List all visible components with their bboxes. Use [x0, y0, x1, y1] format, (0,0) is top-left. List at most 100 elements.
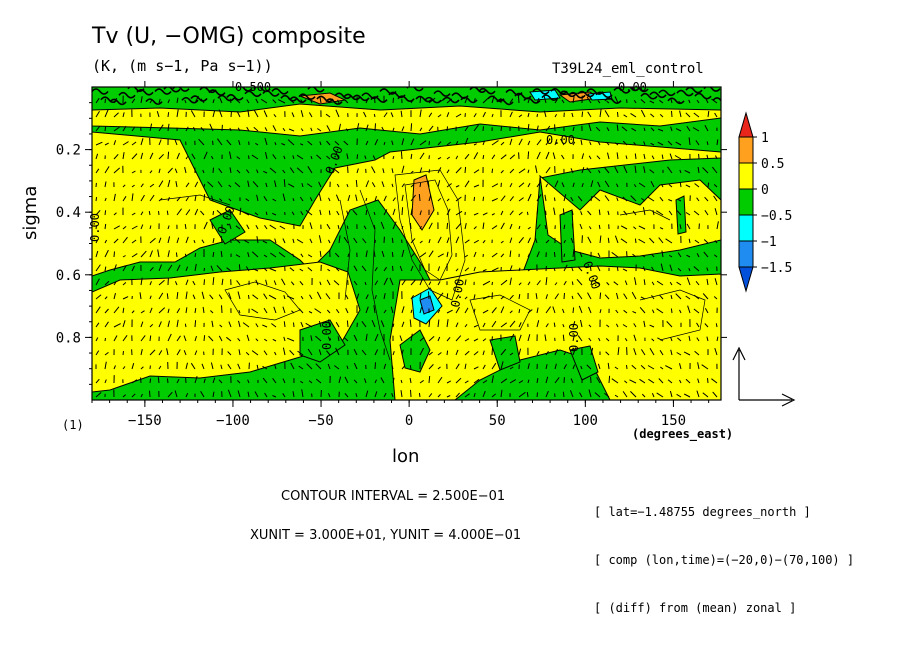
wind-vector — [122, 236, 128, 244]
wind-vector — [446, 156, 450, 160]
wind-vector — [668, 210, 673, 216]
wind-vector — [95, 392, 102, 398]
wind-vector — [166, 378, 169, 384]
wind-vector — [696, 253, 700, 258]
footnote-marker: (1) — [62, 418, 84, 432]
wind-vector — [401, 194, 404, 202]
wind-vector — [660, 366, 664, 370]
wind-vector — [577, 266, 583, 272]
wind-vector — [140, 250, 147, 258]
wind-vector — [365, 124, 369, 132]
wind-vector — [269, 224, 277, 230]
wind-vector — [657, 337, 664, 342]
wind-vector — [491, 393, 497, 398]
wind-vector — [122, 255, 126, 258]
wind-vector — [122, 296, 129, 300]
wind-vector — [346, 184, 349, 188]
wind-vector — [287, 98, 295, 104]
upper-contour-squiggle — [676, 89, 694, 97]
wind-vector — [391, 365, 394, 370]
info-line: [ comp (lon,time)=(−20,0)−(70,100) ] — [594, 553, 855, 567]
wind-vector — [446, 141, 452, 146]
wind-vector — [677, 252, 682, 258]
wind-vector — [233, 97, 241, 104]
wind-vector — [527, 379, 530, 384]
wind-vector — [572, 347, 577, 356]
wind-vector — [545, 390, 549, 398]
y-tick-label: 0.2 — [56, 143, 81, 159]
wind-vector — [255, 224, 259, 230]
wind-vector — [482, 390, 486, 398]
wind-vector — [630, 112, 637, 118]
wind-vector — [464, 222, 467, 230]
wind-vector — [560, 138, 565, 146]
wind-vector — [590, 180, 594, 188]
wind-vector — [518, 309, 521, 314]
wind-vector — [706, 336, 709, 342]
wind-vector — [400, 390, 403, 398]
wind-vector — [300, 211, 304, 216]
wind-vector — [272, 338, 277, 342]
wind-vector — [518, 294, 521, 300]
wind-vector — [364, 155, 367, 160]
wind-vector — [611, 251, 619, 258]
wind-vector — [401, 249, 405, 258]
wind-vector — [509, 310, 513, 314]
wind-vector — [149, 295, 152, 300]
wind-vector — [306, 363, 313, 370]
wind-vector — [158, 139, 162, 146]
wind-vector — [561, 182, 565, 188]
wind-vector — [586, 167, 592, 174]
wind-vector — [113, 323, 121, 328]
wind-vector — [210, 362, 214, 370]
wind-vector — [212, 377, 216, 384]
wind-vector — [409, 365, 412, 370]
wind-vector — [252, 268, 259, 272]
wind-vector — [545, 183, 549, 188]
wind-vector — [218, 335, 223, 342]
wind-vector — [686, 277, 691, 286]
wind-vector — [297, 350, 304, 356]
wind-vector — [563, 351, 567, 356]
wind-vector — [693, 308, 700, 314]
wind-vector — [245, 198, 250, 202]
wind-vector — [184, 253, 187, 258]
wind-vector — [104, 266, 107, 272]
wind-vector — [380, 377, 385, 384]
wind-vector — [561, 99, 565, 104]
wind-vector — [167, 391, 173, 398]
green-patches — [209, 195, 687, 381]
wind-vector — [693, 294, 700, 300]
wind-vector — [634, 238, 637, 244]
wind-vector — [608, 375, 611, 384]
wind-vector — [337, 336, 340, 342]
wind-vector — [473, 324, 479, 328]
wind-vector — [455, 167, 462, 174]
wind-vector — [374, 362, 376, 370]
wind-vector — [194, 195, 197, 202]
wind-vector — [327, 268, 331, 272]
wind-vector — [509, 366, 514, 370]
wind-vector — [676, 210, 682, 216]
wind-vector — [306, 183, 313, 188]
wind-vector — [149, 335, 152, 342]
wind-vector — [572, 334, 575, 342]
wind-vector — [410, 238, 416, 244]
wind-vector — [166, 210, 169, 216]
wind-vector — [236, 110, 241, 118]
wind-vector — [428, 291, 430, 300]
wind-vector — [216, 265, 223, 272]
upper-contour-squiggle — [415, 95, 433, 103]
wind-vector — [577, 335, 583, 342]
wind-vector — [649, 237, 655, 244]
wind-vector — [500, 240, 504, 244]
wind-vector — [661, 250, 664, 258]
wind-vector — [104, 181, 107, 188]
wind-vector — [383, 392, 387, 398]
wind-vector — [262, 324, 268, 328]
wind-vector — [661, 154, 664, 160]
wind-vector — [316, 154, 322, 160]
wind-vector — [491, 320, 497, 328]
wind-vector — [643, 141, 646, 146]
wind-vector — [131, 184, 135, 188]
